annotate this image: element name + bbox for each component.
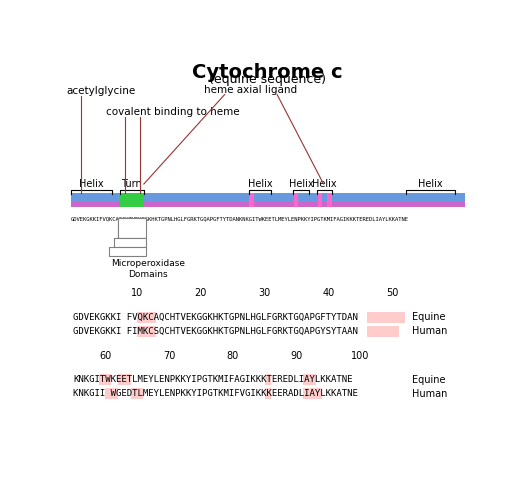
Text: heme axial ligand: heme axial ligand [204, 84, 297, 95]
Bar [379, 312, 386, 323]
Bar [316, 388, 322, 399]
Bar [392, 325, 399, 336]
Bar [249, 193, 254, 207]
Text: 70: 70 [163, 351, 175, 360]
Bar [303, 388, 309, 399]
Text: MP-8: MP-8 [121, 223, 143, 232]
Bar [367, 312, 373, 323]
Text: 10: 10 [131, 288, 143, 298]
Bar [137, 325, 143, 336]
Bar [118, 217, 146, 238]
Bar [143, 312, 150, 323]
Bar [327, 193, 332, 207]
Bar [109, 247, 146, 256]
Text: 100: 100 [351, 351, 369, 360]
Bar [150, 312, 156, 323]
Text: (equine sequence): (equine sequence) [208, 73, 326, 86]
Bar [386, 312, 392, 323]
Text: 60: 60 [99, 351, 111, 360]
Text: GDVEKGKKI FIMKCSQCHTVEKGGKHKTGPNLHGLFGRKTGQAPGYSYTAAN: GDVEKGKKI FIMKCSQCHTVEKGGKHKTGPNLHGLFGRK… [73, 326, 358, 336]
Bar [137, 312, 143, 323]
Bar [105, 388, 111, 399]
Text: Helix: Helix [79, 179, 104, 189]
Bar [309, 388, 316, 399]
Text: MP-9: MP-9 [119, 238, 141, 247]
Bar [98, 374, 105, 385]
Text: KNKGII WGEDTLMEYLENPKKYIPGTKMIFVGIKKKEERADLIAYLKKATNE: KNKGII WGEDTLMEYLENPKKYIPGTKMIFVGIKKKEER… [73, 389, 358, 398]
Text: Equine: Equine [413, 312, 446, 322]
Text: Equine: Equine [413, 375, 446, 385]
Text: 30: 30 [258, 288, 271, 298]
Text: 90: 90 [290, 351, 303, 360]
Bar [120, 193, 125, 207]
Bar [71, 202, 465, 207]
Text: Human: Human [413, 389, 448, 399]
Bar [120, 193, 144, 207]
Text: GDVEKGKKI FVQKCAQCHTVEKGGKHKTGPNLHGLFGRKTGQAPGFTYTDAN: GDVEKGKKI FVQKCAQCHTVEKGGKHKTGPNLHGLFGRK… [73, 312, 358, 322]
Bar [124, 374, 131, 385]
Bar [318, 193, 322, 207]
Bar [386, 325, 392, 336]
Bar [111, 388, 118, 399]
Bar [131, 388, 137, 399]
Bar [105, 374, 111, 385]
Text: covalent binding to heme: covalent binding to heme [105, 107, 239, 117]
Text: Human: Human [413, 326, 448, 336]
Bar [115, 238, 146, 247]
Bar [309, 374, 316, 385]
Text: Turn: Turn [121, 179, 142, 189]
Text: 50: 50 [386, 288, 399, 298]
Text: GDVEKGKKIFVQKCAQCHTVEKGGKHKTGPNLHGLFGRKTGQAPGFTYTDANKNKGITWKEETLMEYLENPKKYIPGTKM: GDVEKGKKIFVQKCAQCHTVEKGGKHKTGPNLHGLFGRKT… [71, 216, 409, 222]
Text: 40: 40 [322, 288, 334, 298]
Bar [399, 312, 405, 323]
Text: Helix: Helix [247, 179, 272, 189]
Text: KNKGITWKEETLMEYLENPKKYIPGTKMIFAGIKKKTEREDLIAYLKKATNE: KNKGITWKEETLMEYLENPKKYIPGTKMIFAGIKKKTERE… [73, 375, 353, 384]
Text: MP-11: MP-11 [114, 247, 141, 256]
Text: Helix: Helix [418, 179, 443, 189]
Bar [373, 325, 379, 336]
Bar [303, 374, 309, 385]
Bar [379, 325, 386, 336]
Text: acetylglycine: acetylglycine [66, 86, 135, 96]
Bar [71, 193, 465, 207]
Bar [143, 325, 150, 336]
Bar [265, 388, 271, 399]
Bar [139, 193, 144, 207]
Bar [150, 325, 156, 336]
Text: 20: 20 [195, 288, 207, 298]
Bar [367, 325, 373, 336]
Bar [137, 388, 143, 399]
Text: Helix: Helix [312, 179, 337, 189]
Bar [373, 312, 379, 323]
Text: Microperoxidase
Domains: Microperoxidase Domains [111, 259, 185, 279]
Bar [265, 374, 271, 385]
Bar [294, 193, 298, 207]
Text: Cytochrome c: Cytochrome c [192, 63, 342, 82]
Text: 80: 80 [227, 351, 239, 360]
Bar [392, 312, 399, 323]
Bar [118, 374, 124, 385]
Text: Helix: Helix [289, 179, 314, 189]
